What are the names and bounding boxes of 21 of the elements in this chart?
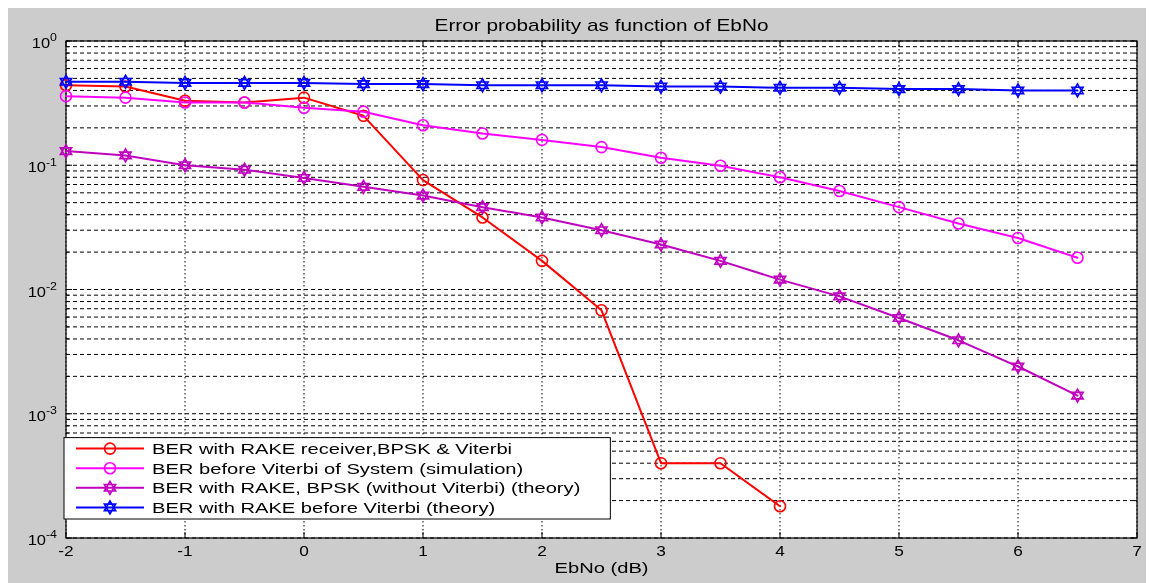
x-axis-title: EbNo (dB) xyxy=(554,559,649,577)
chart-title: Error probability as function of EbNo xyxy=(434,16,769,35)
x-tick-label: 6 xyxy=(1013,542,1023,559)
legend-label: BER with RAKE, BPSK (without Viterbi) (theory) xyxy=(152,479,581,497)
legend-label: BER before Viterbi of System (simulation) xyxy=(152,459,524,478)
x-tick-label: 4 xyxy=(775,542,785,559)
y-tick-label: 10$^{-4}$ xyxy=(27,527,58,548)
x-tick-label: 3 xyxy=(656,542,666,559)
y-tick-label: 10$^{-1}$ xyxy=(27,155,57,176)
x-tick-label: 5 xyxy=(894,542,904,559)
legend-label: BER with RAKE before Viterbi (theory) xyxy=(152,499,496,517)
x-tick-label: -1 xyxy=(177,542,193,559)
x-tick-label: 1 xyxy=(418,542,428,559)
x-tick-label: 7 xyxy=(1132,542,1142,559)
y-tick-label: 10$^{-2}$ xyxy=(27,279,57,300)
x-tick-label: 0 xyxy=(299,542,309,559)
x-tick-label: 2 xyxy=(537,542,547,559)
y-tick-label: 10$^{-3}$ xyxy=(27,403,58,424)
x-tick-label: -2 xyxy=(58,542,74,559)
legend-label: BER with RAKE receiver,BPSK & Viterbi xyxy=(152,440,513,458)
y-tick-label: 10$^{0}$ xyxy=(31,30,58,51)
